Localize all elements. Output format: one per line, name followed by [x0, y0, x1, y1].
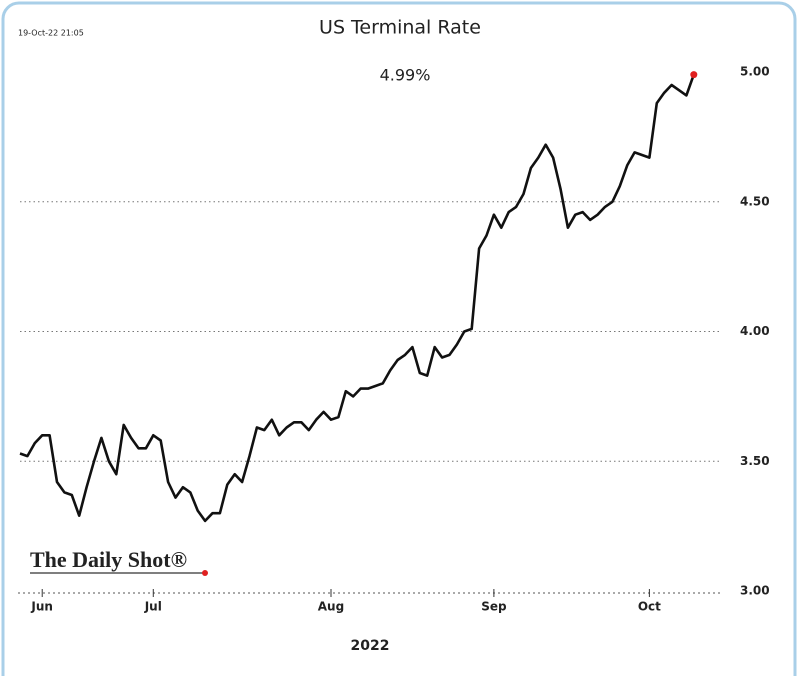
y-tick-label: 3.50 [740, 454, 770, 468]
x-tick-label: Sep [481, 600, 507, 614]
x-tick-label: Jun [30, 600, 53, 614]
chart-title: US Terminal Rate [319, 17, 481, 39]
y-tick-label: 4.00 [740, 324, 770, 338]
watermark-dot [202, 570, 208, 576]
y-tick-label: 5.00 [740, 65, 770, 79]
last-point [690, 71, 698, 79]
timestamp: 19-Oct-22 21:05 [18, 29, 84, 38]
x-tick-label: Aug [318, 600, 344, 614]
y-tick-label: 4.50 [740, 194, 770, 208]
annotation: 4.99% [380, 66, 431, 85]
x-tick-label: Oct [638, 600, 661, 614]
x-axis-label: 2022 [351, 638, 390, 654]
line-series [19, 74, 696, 523]
watermark: The Daily Shot® [30, 547, 187, 572]
x-tick-label: Jul [144, 600, 162, 614]
y-tick-label: 3.00 [740, 584, 770, 598]
